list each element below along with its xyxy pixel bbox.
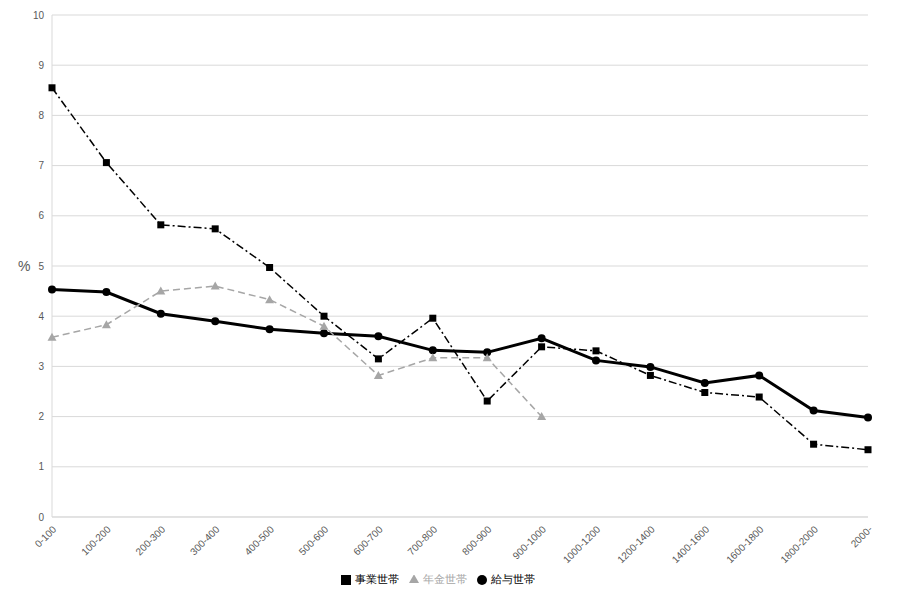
svg-text:1800-2000: 1800-2000 xyxy=(778,523,820,565)
html-text:年金世帯: 年金世帯 xyxy=(423,573,467,585)
svg-text:1400-1600: 1400-1600 xyxy=(670,523,712,565)
svg-text:6: 6 xyxy=(38,210,44,221)
svg-text:0-100: 0-100 xyxy=(33,523,59,549)
svg-text:1200-1400: 1200-1400 xyxy=(615,523,657,565)
svg-text:700-800: 700-800 xyxy=(406,523,440,557)
svg-text:9: 9 xyxy=(38,60,44,71)
svg-text:400-500: 400-500 xyxy=(242,523,276,557)
svg-text:8: 8 xyxy=(38,110,44,121)
svg-text:1000-1200: 1000-1200 xyxy=(561,523,603,565)
html-text:事業世帯: 事業世帯 xyxy=(355,573,399,585)
svg-text:200-300: 200-300 xyxy=(134,523,168,557)
svg-text:800-900: 800-900 xyxy=(460,523,494,557)
svg-text:7: 7 xyxy=(38,160,44,171)
svg-text:%: % xyxy=(18,258,30,274)
svg-text:2000-: 2000- xyxy=(849,524,875,550)
svg-text:600-700: 600-700 xyxy=(351,523,385,557)
svg-text:500-600: 500-600 xyxy=(297,523,331,557)
svg-text:10: 10 xyxy=(33,10,45,21)
svg-text:300-400: 300-400 xyxy=(188,523,222,557)
svg-text:100-200: 100-200 xyxy=(79,523,113,557)
svg-text:900-1000: 900-1000 xyxy=(510,523,548,561)
svg-text:4: 4 xyxy=(38,311,44,322)
svg-text:2: 2 xyxy=(38,411,44,422)
svg-text:0: 0 xyxy=(38,512,44,523)
svg-text:1: 1 xyxy=(38,461,44,472)
svg-text:3: 3 xyxy=(38,361,44,372)
svg-text:5: 5 xyxy=(38,261,44,272)
svg-text:1600-1800: 1600-1800 xyxy=(724,523,766,565)
html-text:給与世帯: 給与世帯 xyxy=(491,573,535,585)
